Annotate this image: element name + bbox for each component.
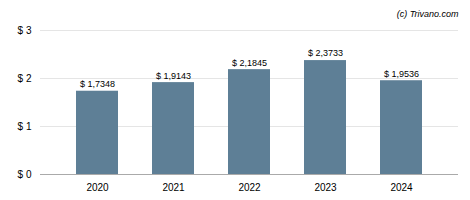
svg-text:2021: 2021 xyxy=(162,182,185,193)
svg-text:$ 2,1845: $ 2,1845 xyxy=(232,58,267,68)
svg-text:$ 2: $ 2 xyxy=(18,73,32,84)
svg-text:2023: 2023 xyxy=(314,182,337,193)
svg-text:$ 1,9143: $ 1,9143 xyxy=(156,70,191,80)
svg-text:$ 3: $ 3 xyxy=(18,25,32,36)
svg-text:2022: 2022 xyxy=(238,182,261,193)
svg-text:2020: 2020 xyxy=(86,182,109,193)
svg-text:$ 0: $ 0 xyxy=(18,169,32,180)
svg-text:$ 2,3733: $ 2,3733 xyxy=(308,48,343,58)
svg-text:(c) Trivano.com: (c) Trivano.com xyxy=(397,9,459,19)
svg-text:2024: 2024 xyxy=(390,182,413,193)
svg-text:$ 1: $ 1 xyxy=(18,121,32,132)
svg-text:$ 1,7348: $ 1,7348 xyxy=(80,79,115,89)
svg-text:$ 1,9536: $ 1,9536 xyxy=(384,69,419,79)
